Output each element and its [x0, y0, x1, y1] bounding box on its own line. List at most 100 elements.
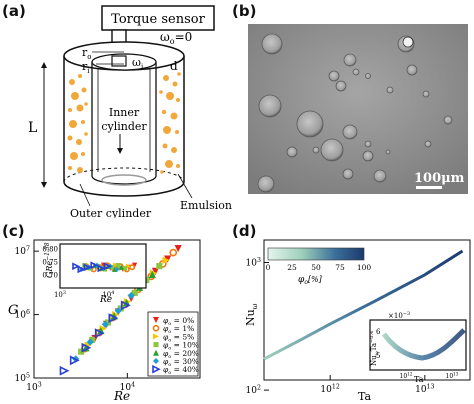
chart-c-legend-marker	[153, 349, 159, 356]
outer-cylinder-label: Outer cylinder	[70, 207, 152, 218]
emulsion-label: Emulsion	[180, 199, 232, 212]
chart-c-inset-xlabel: Re	[99, 295, 112, 305]
colorbar-tick-label: 0	[266, 263, 271, 272]
chart-c-legend-label: φo = 20%	[163, 349, 199, 360]
emulsion-micrograph: 100μm	[248, 24, 468, 194]
chart-c-point	[174, 244, 182, 253]
scale-bar	[416, 186, 442, 189]
chart-c-point	[156, 263, 163, 270]
omega-o-label: ωo=0	[160, 30, 192, 46]
colorbar-tick-label: 100	[357, 263, 372, 272]
chart-c-ytick-label: 106	[15, 309, 30, 321]
chart-c-point	[164, 255, 172, 263]
colorbar-tick-label: 25	[287, 263, 297, 272]
chart-c-legend-marker	[153, 342, 159, 348]
chart-c-inset-point	[103, 262, 112, 271]
chart-c-inset-ylabel: GRe−1.58	[44, 242, 54, 278]
chart-c-inset-ytick-label: 0.75	[42, 259, 58, 267]
chart-c-point	[59, 365, 70, 376]
panel-label-b: (b)	[232, 2, 257, 20]
chart-c-inset-point	[118, 264, 124, 270]
chart-c-point	[162, 256, 170, 264]
chart-c-point	[108, 313, 119, 323]
panel-label-c: (c)	[2, 222, 25, 240]
chart-c-point	[82, 344, 90, 352]
chart-c-xtick-label: 104	[120, 381, 135, 393]
chart-c-inset-point	[77, 265, 86, 274]
scale-bar-label: 100μm	[414, 171, 465, 186]
chart-c-point	[127, 291, 135, 300]
chart-c-inset-xtick-label: 103	[54, 290, 66, 299]
chart-c-point	[131, 289, 138, 296]
chart-c-inset-point	[90, 261, 99, 270]
torque-sensor-label: Torque sensor	[111, 12, 205, 27]
chart-c-inset-point	[72, 262, 80, 271]
chart-c-point	[86, 338, 94, 346]
chart-d-inset-ytick-label: 6	[376, 328, 381, 336]
chart-c-inset-xtick-label: 104	[102, 290, 114, 299]
omega-i-label: ωi	[132, 56, 144, 71]
chart-c-xlabel: Re	[113, 389, 130, 403]
chart-d-ytick-label: 102	[246, 385, 261, 397]
chart-c-point	[120, 300, 131, 311]
inner-cylinder-label-2: cylinder	[101, 120, 147, 133]
chart-c-legend-label: φo = 1%	[163, 324, 194, 335]
taylor-couette-diagram: Torque sensor ωo=0 ωi ro ri d L Inner cy…	[28, 5, 232, 218]
chart-c-legend-label: φo = 5%	[163, 332, 194, 343]
chart-c-inset-point	[83, 263, 92, 272]
chart-d-xlabel: Ta	[358, 390, 371, 403]
chart-c-point	[104, 319, 112, 326]
panel-label-d: (d)	[232, 222, 257, 240]
inner-cylinder-label-1: Inner	[109, 106, 140, 119]
chart-d-inset-scale: ×10−3	[388, 311, 410, 320]
chart-c-legend-label: φo = 10%	[163, 341, 199, 352]
chart-c-legend-label: φo = 0%	[163, 316, 194, 327]
chart-c-legend-marker	[153, 333, 159, 340]
emulsion-droplets	[67, 72, 181, 174]
chart-c-legend-marker	[152, 364, 161, 374]
colorbar	[267, 247, 365, 261]
chart-c-ylabel: G	[8, 303, 18, 318]
outer-cylinder-bottom	[63, 181, 185, 197]
chart-c-xtick-label: 103	[26, 381, 41, 393]
chart-c-point	[78, 348, 85, 355]
chart-c-point	[81, 342, 92, 353]
chart-d-xtick-label: 1012	[320, 383, 339, 395]
chart-d-inset-xlabel: Ta	[414, 375, 424, 384]
chart-c-legend-marker	[153, 317, 159, 323]
gap-d-label: d	[170, 59, 178, 73]
chart-c-point	[94, 328, 105, 339]
chart-d-ytick-label: 103	[246, 257, 261, 269]
chart-d-inset-ytick-label: 5	[376, 352, 380, 360]
chart-c-point	[69, 355, 80, 366]
chart-d-inset-ylabel: NuωTa−0.4	[369, 331, 380, 366]
chart-c-inset-point	[129, 264, 136, 271]
chart-c-inset-point	[116, 263, 121, 268]
chart-d-series-line	[263, 249, 464, 361]
chart-d-ylabel: Nuω	[244, 303, 259, 326]
chart-c-point	[169, 248, 178, 257]
length-L-label: L	[28, 120, 37, 136]
chart-c-point	[117, 305, 124, 312]
chart-c-point	[148, 270, 156, 279]
colorbar-tick-label: 50	[311, 263, 321, 272]
chart-c-legend-marker	[152, 324, 160, 332]
chart-c-inset-point	[122, 266, 128, 271]
chart-c-ytick-label: 105	[15, 372, 30, 384]
chart-c-legend-label: φo = 40%	[163, 365, 199, 376]
r-o-label: ro	[82, 46, 91, 61]
chart-d-inset-curve	[381, 328, 466, 361]
colorbar-label: φo[%]	[298, 275, 323, 286]
panel-label-a: (a)	[2, 2, 26, 20]
chart-d-inset-xtick-label: 1013	[446, 372, 459, 380]
chart-c-inset-point	[109, 265, 115, 270]
chart-c-ytick-label: 107	[15, 246, 30, 258]
r-i-label: ri	[82, 60, 90, 75]
chart-c-inset-ytick-label: 0.70	[42, 272, 58, 280]
chart-c-legend-marker	[153, 358, 159, 364]
chart-c-inset-point	[132, 262, 138, 268]
torque-sensor-box	[101, 5, 215, 31]
chart-c-point	[89, 336, 96, 343]
chart-d-xtick-label: 1013	[415, 383, 434, 395]
chart-c-point	[151, 267, 160, 275]
